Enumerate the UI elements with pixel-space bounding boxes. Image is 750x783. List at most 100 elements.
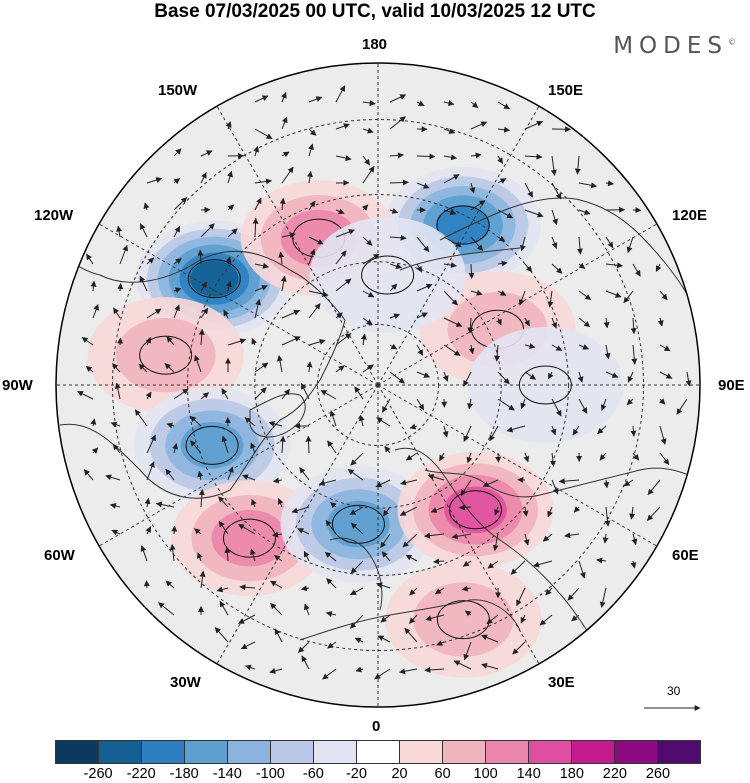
- wind-arrow: [197, 249, 204, 265]
- wind-arrow: [467, 317, 474, 334]
- wind-arrow: [443, 174, 460, 184]
- wind-arrow: [558, 478, 580, 485]
- wind-arrow: [143, 580, 150, 589]
- wind-arrow: [138, 363, 148, 373]
- wind-arrow: [335, 250, 347, 265]
- wind-arrow: [145, 391, 152, 400]
- anomaly-isoline: [448, 490, 502, 530]
- colorbar-swatch: [486, 741, 529, 763]
- wind-arrow: [646, 506, 661, 521]
- wind-arrow: [281, 151, 290, 158]
- wind-arrow: [545, 587, 553, 596]
- wind-arrow: [190, 440, 202, 454]
- anomaly-isoline: [185, 425, 239, 465]
- wind-arrow: [519, 236, 526, 252]
- wind-arrow: [358, 414, 365, 427]
- wind-arrow: [197, 552, 203, 562]
- wind-arrow: [436, 640, 445, 646]
- lon-label-60e: 60E: [672, 547, 699, 564]
- wind-arrow: [533, 560, 553, 568]
- wind-arrow: [322, 668, 337, 680]
- lon-label-90w: 90W: [2, 377, 33, 394]
- wind-arrow: [354, 386, 364, 400]
- wind-arrow: [631, 533, 638, 546]
- polar-map: [55, 62, 701, 708]
- wind-arrow: [520, 398, 527, 410]
- wind-arrow: [376, 417, 391, 427]
- wind-arrow: [453, 660, 472, 670]
- wind-arrow: [600, 398, 607, 411]
- wind-arrow: [466, 452, 473, 464]
- wind-arrow: [604, 344, 611, 360]
- wind-arrow: [405, 452, 418, 461]
- reference-vector-label: 30: [667, 684, 681, 698]
- wind-arrow: [497, 101, 511, 110]
- wind-arrow: [389, 313, 401, 320]
- wind-arrow: [659, 290, 668, 301]
- wind-arrow: [512, 641, 526, 655]
- wind-vectors: [77, 85, 692, 680]
- wind-arrow: [200, 172, 207, 184]
- wind-arrow: [376, 582, 391, 589]
- wind-arrow: [551, 263, 563, 274]
- colorbar-tick-label: 140: [516, 766, 541, 782]
- wind-arrow: [362, 253, 380, 265]
- lon-label-90e: 90E: [718, 377, 745, 394]
- wind-arrow: [277, 355, 283, 373]
- wind-arrow: [172, 443, 178, 454]
- wind-arrow: [86, 253, 94, 265]
- wind-arrow: [81, 336, 94, 346]
- wind-arrow: [573, 506, 581, 513]
- wind-arrow: [200, 223, 215, 238]
- wind-arrow: [626, 398, 634, 406]
- wind-arrow: [335, 278, 352, 292]
- wind-arrow: [250, 548, 256, 562]
- wind-arrow: [362, 155, 371, 166]
- wind-arrow: [389, 152, 404, 159]
- wind-arrow: [497, 155, 504, 164]
- wind-arrow: [597, 425, 607, 435]
- wind-arrow: [140, 545, 148, 562]
- wind-arrow: [443, 209, 457, 216]
- wind-arrow: [350, 452, 364, 466]
- wind-arrow: [523, 452, 530, 463]
- wind-arrow: [564, 532, 580, 539]
- wind-arrow: [308, 143, 314, 157]
- wind-arrow: [494, 344, 501, 362]
- wind-arrow: [492, 533, 499, 552]
- wind-arrow: [173, 287, 182, 294]
- wind-arrow: [281, 336, 301, 346]
- wind-arrow: [389, 283, 398, 292]
- wind-arrow: [402, 533, 418, 548]
- wind-arrow: [307, 170, 313, 184]
- anomaly-contour: [309, 217, 466, 334]
- wind-arrow: [470, 200, 486, 211]
- wind-arrow: [632, 452, 640, 461]
- wind-arrow: [227, 338, 247, 346]
- wind-arrow: [551, 317, 557, 329]
- colorbar-tick-label: -180: [169, 766, 199, 782]
- wind-arrow: [329, 410, 337, 427]
- wind-arrow: [270, 602, 283, 616]
- wind-arrow: [443, 344, 461, 357]
- wind-arrow: [281, 92, 287, 103]
- wind-arrow: [335, 123, 350, 130]
- wind-arrow: [173, 258, 182, 265]
- wind-arrow: [113, 307, 121, 319]
- wind-arrow: [574, 155, 581, 175]
- wind-arrow: [145, 526, 152, 535]
- wind-arrow: [223, 309, 230, 319]
- wind-arrow: [308, 128, 317, 136]
- colorbar-tick-label: 180: [559, 766, 584, 782]
- wind-arrow: [389, 234, 407, 241]
- wind-arrow: [335, 85, 346, 103]
- wind-arrow: [524, 153, 543, 160]
- wind-arrow: [416, 182, 430, 189]
- wind-arrow: [416, 153, 436, 160]
- wind-arrow: [347, 468, 364, 481]
- wind-arrow: [297, 528, 310, 535]
- wind-arrow: [77, 390, 94, 400]
- wind-arrow: [463, 425, 472, 442]
- wind-arrow: [114, 382, 121, 400]
- wind-arrow: [416, 263, 423, 273]
